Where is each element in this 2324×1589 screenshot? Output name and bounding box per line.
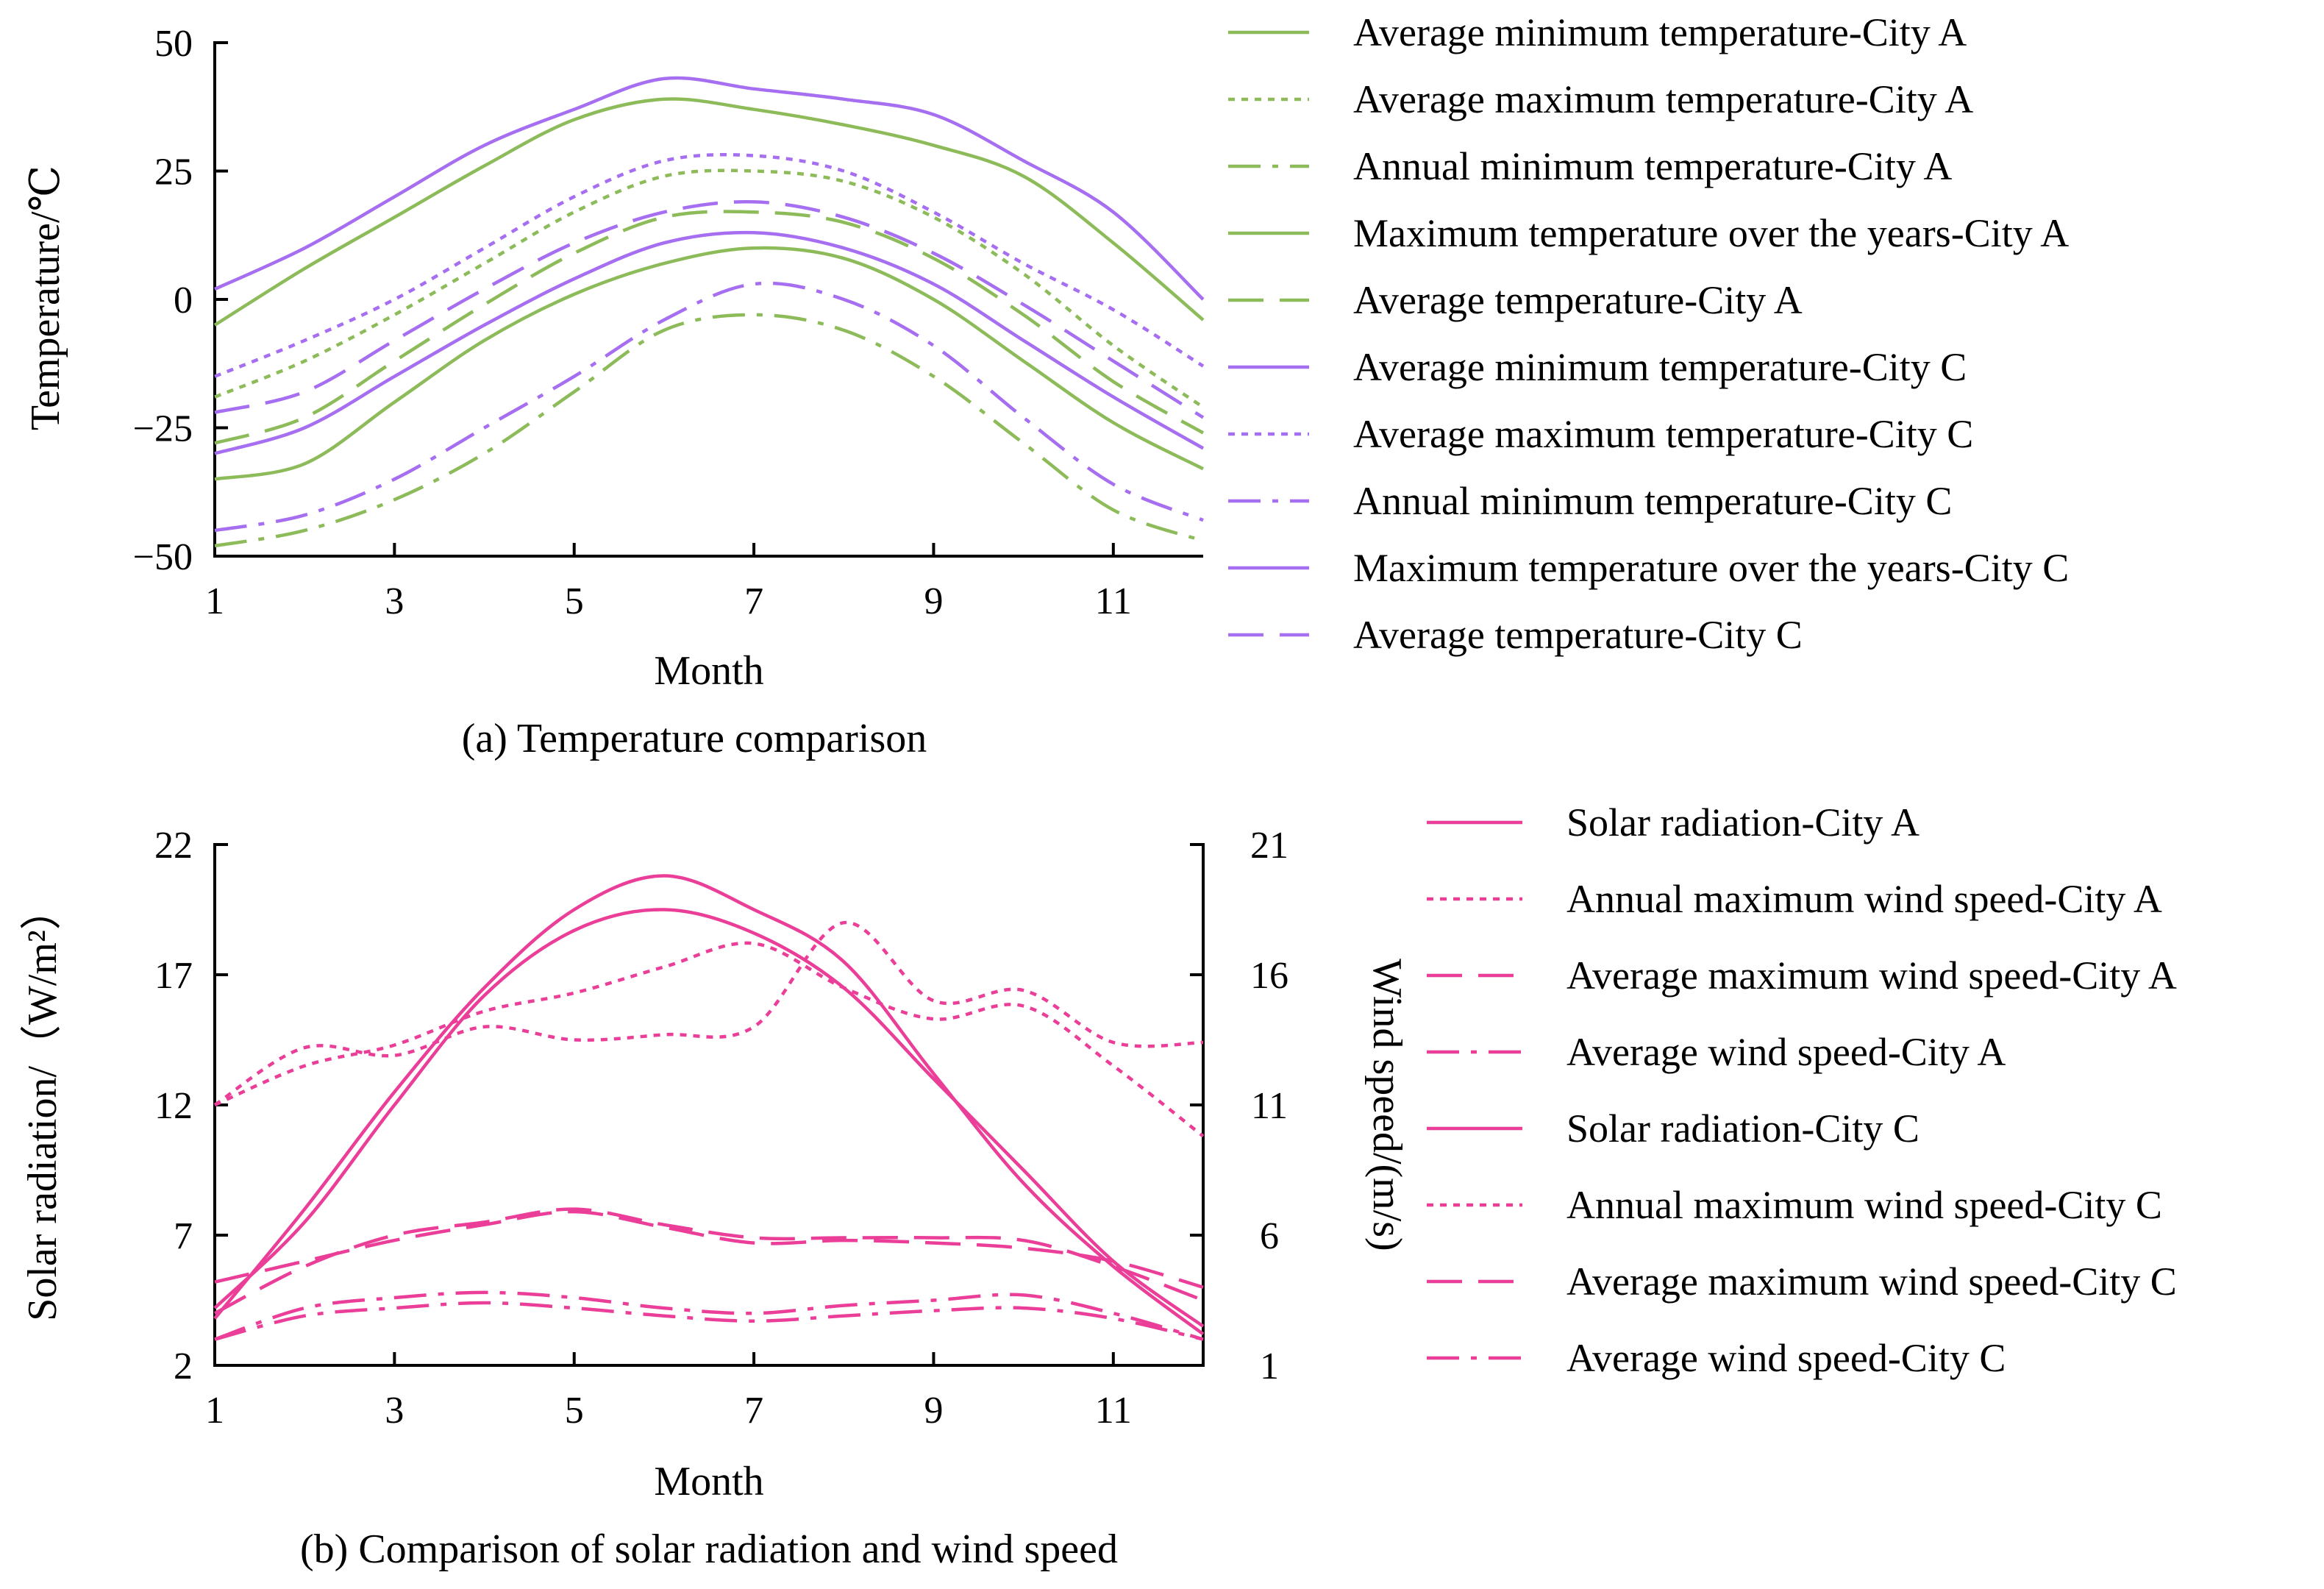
y-right-tick-label: 11 xyxy=(1251,1085,1288,1127)
solar-wind-chart: 1 3 5 7 9 11 22 17 12 7 2 21 16 11 6 1 Solar radiation-… xyxy=(20,800,2177,1572)
temperature-legend: Average minimum temperature-City A Averag… xyxy=(1228,10,2069,657)
solar-wind-series xyxy=(213,874,1205,1341)
x-tick-label: 7 xyxy=(744,580,763,622)
temperature-y-axis-title: Temperature/℃ xyxy=(23,166,68,430)
series-line-7 xyxy=(214,1209,1204,1289)
series-line-4 xyxy=(214,1290,1204,1341)
legend-label: Average maximum temperature-City A xyxy=(1353,77,1973,121)
x-tick-label: 1 xyxy=(205,1390,224,1432)
solar-wind-x-axis-title: Month xyxy=(654,1459,763,1504)
series-line-6 xyxy=(214,941,1205,1138)
series-line-7 xyxy=(214,153,1205,378)
temperature-series xyxy=(213,76,1205,548)
y-tick-label: 7 xyxy=(174,1215,193,1257)
legend-label: Average wind speed-City C xyxy=(1566,1336,2006,1380)
y-tick-label: −25 xyxy=(133,408,193,450)
temperature-chart: 1 3 5 7 9 11 50 25 0 −25 −50 Average minimum tempe… xyxy=(23,10,2069,761)
legend-label: Solar radiation-City C xyxy=(1566,1106,1920,1151)
legend-label: Average minimum temperature-City C xyxy=(1353,345,1967,389)
series-line-6 xyxy=(214,76,1205,301)
legend-label: Average maximum temperature-City C xyxy=(1353,412,1973,456)
series-line-3 xyxy=(213,1207,1204,1315)
series-line-5 xyxy=(213,874,1205,1336)
x-tick-label: 3 xyxy=(385,580,404,622)
temperature-x-axis-title: Month xyxy=(654,648,763,694)
legend-label: Annual maximum wind speed-City C xyxy=(1566,1183,2162,1227)
legend-label: Maximum temperature over the years-City … xyxy=(1353,211,2069,255)
series-line-8 xyxy=(214,1301,1204,1341)
series-line-1 xyxy=(213,908,1205,1328)
x-tick-label: 7 xyxy=(744,1390,763,1432)
wind-speed-axis-title: Wind speed/(m/s) xyxy=(1364,959,1410,1251)
temperature-axes: 1 3 5 7 9 11 50 25 0 −25 −50 xyxy=(133,23,1203,622)
y-tick-label: 50 xyxy=(154,23,193,65)
legend-label: Maximum temperature over the years-City … xyxy=(1353,546,2069,590)
x-tick-label: 9 xyxy=(924,580,943,622)
legend-label: Average minimum temperature-City A xyxy=(1353,10,1967,54)
legend-label: Average wind speed-City A xyxy=(1566,1030,2006,1074)
legend-label: Annual minimum temperature-City C xyxy=(1353,479,1952,523)
y-right-tick-label: 16 xyxy=(1250,955,1288,997)
legend-label: Average temperature-City A xyxy=(1353,278,1803,322)
y-right-tick-label: 1 xyxy=(1260,1346,1279,1387)
y-tick-label: 12 xyxy=(154,1085,193,1127)
legend-label: Annual maximum wind speed-City A xyxy=(1566,877,2162,921)
legend-label: Annual minimum temperature-City A xyxy=(1353,144,1952,188)
series-line-9 xyxy=(214,230,1205,455)
y-tick-label: 0 xyxy=(174,280,193,321)
y-tick-label: 2 xyxy=(174,1346,193,1387)
y-tick-label: −50 xyxy=(133,536,193,578)
solar-wind-axes: 1 3 5 7 9 11 22 17 12 7 2 21 16 11 6 1 xyxy=(154,825,1288,1432)
series-line-5 xyxy=(214,210,1205,445)
x-tick-label: 11 xyxy=(1095,1390,1132,1432)
legend-label: Average temperature-City C xyxy=(1353,613,1803,657)
solar-radiation-axis-title: Solar radiation/（W/m²） xyxy=(20,889,65,1321)
y-right-tick-label: 21 xyxy=(1250,825,1288,867)
x-tick-label: 1 xyxy=(205,580,224,622)
series-line-8 xyxy=(214,281,1204,533)
x-tick-label: 5 xyxy=(565,1390,584,1432)
solar-wind-caption: (b) Comparison of solar radiation and wi… xyxy=(300,1526,1118,1572)
x-tick-label: 3 xyxy=(385,1390,404,1432)
x-tick-label: 5 xyxy=(565,580,584,622)
y-right-tick-label: 6 xyxy=(1260,1215,1279,1257)
series-line-4 xyxy=(214,246,1205,481)
legend-label: Average maximum wind speed-City A xyxy=(1566,953,2177,998)
legend-label: Average maximum wind speed-City C xyxy=(1566,1259,2177,1304)
y-tick-label: 17 xyxy=(154,955,193,997)
series-line-1 xyxy=(213,97,1205,327)
series-line-2 xyxy=(214,168,1205,409)
legend-label: Solar radiation-City A xyxy=(1566,800,1920,845)
x-tick-label: 9 xyxy=(924,1390,943,1432)
solar-wind-legend: Solar radiation-City A Annual maximum win… xyxy=(1427,800,2177,1380)
y-tick-label: 22 xyxy=(154,825,193,867)
series-line-10 xyxy=(214,199,1205,419)
series-line-3 xyxy=(214,313,1204,548)
series-line-2 xyxy=(213,920,1204,1106)
temperature-caption: (a) Temperature comparison xyxy=(462,716,927,761)
x-tick-label: 11 xyxy=(1095,580,1132,622)
y-tick-label: 25 xyxy=(154,152,193,193)
